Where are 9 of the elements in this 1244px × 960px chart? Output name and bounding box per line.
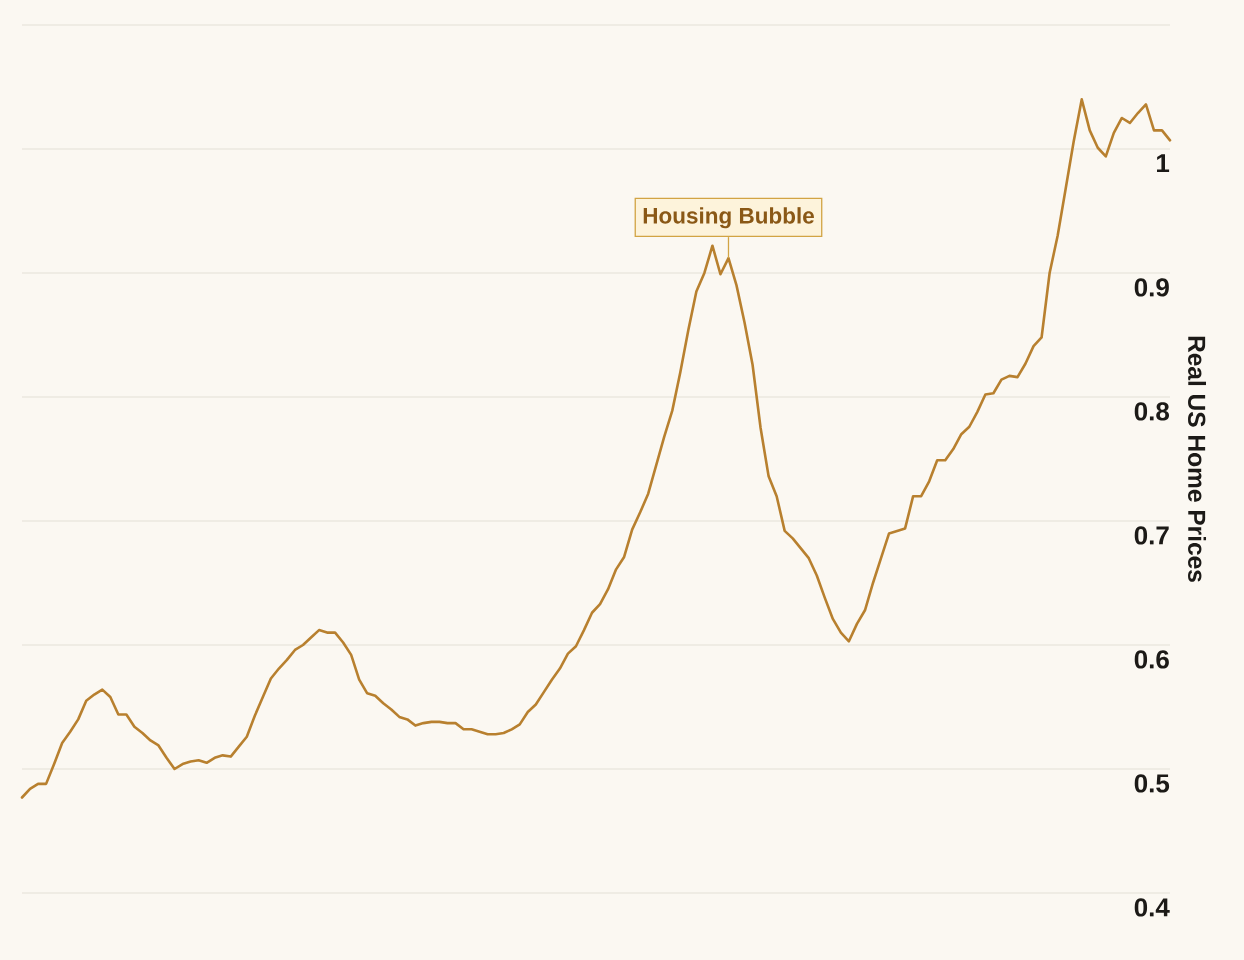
y-tick-label: 0.5 xyxy=(1134,774,1170,793)
y-tick-label: 0.7 xyxy=(1134,526,1169,545)
y-tick-label: 0.8 xyxy=(1134,402,1170,421)
annotation: Housing Bubble xyxy=(643,207,814,229)
y-tick-label: 0.4 xyxy=(1134,898,1170,917)
y-tick-label: 0.9 xyxy=(1134,278,1169,297)
y-axis-title: Real US Home Prices xyxy=(1188,336,1207,582)
y-tick-label: 1 xyxy=(1157,154,1170,173)
y-tick-label: 0.6 xyxy=(1134,650,1169,669)
